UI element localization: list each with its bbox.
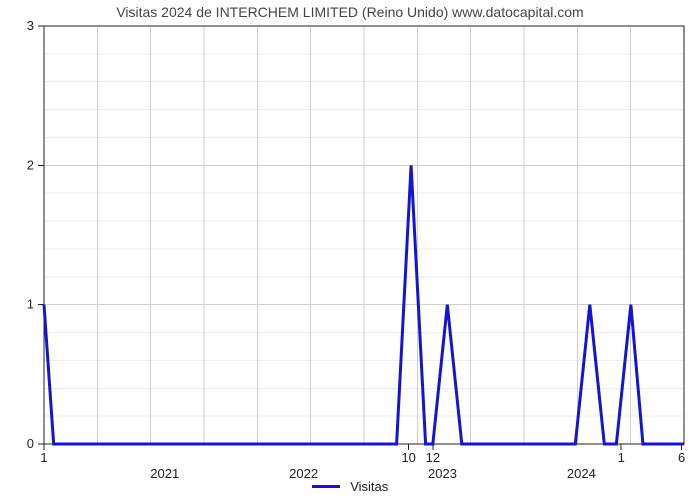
chart-container: Visitas 2024 de INTERCHEM LIMITED (Reino… [0, 0, 700, 500]
legend-label: Visitas [350, 479, 388, 494]
svg-text:3: 3 [27, 18, 34, 33]
svg-text:1: 1 [27, 297, 34, 312]
legend-swatch [312, 485, 340, 488]
svg-text:10: 10 [401, 450, 415, 465]
svg-text:2: 2 [27, 157, 34, 172]
legend: Visitas [0, 478, 700, 496]
svg-text:12: 12 [426, 450, 440, 465]
plot-area: 012311012162021202220232024 [0, 0, 700, 500]
svg-text:1: 1 [40, 450, 47, 465]
svg-text:0: 0 [27, 436, 34, 451]
svg-text:6: 6 [678, 450, 685, 465]
svg-text:1: 1 [618, 450, 625, 465]
